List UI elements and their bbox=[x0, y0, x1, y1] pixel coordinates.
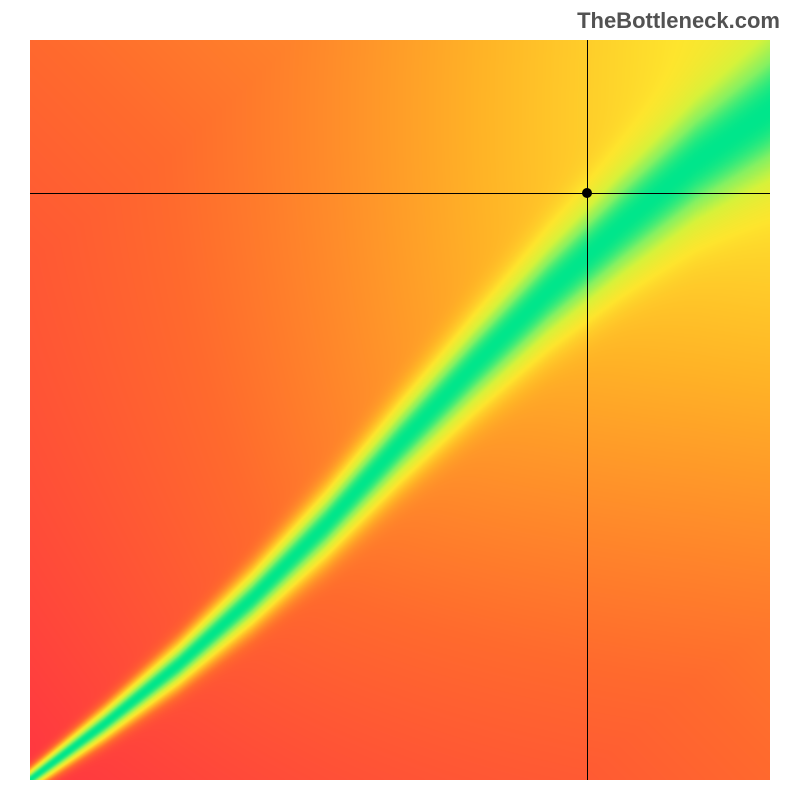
heatmap-chart bbox=[30, 40, 770, 780]
watermark-text: TheBottleneck.com bbox=[577, 8, 780, 34]
heatmap-canvas bbox=[30, 40, 770, 780]
crosshair-horizontal bbox=[30, 193, 770, 194]
crosshair-marker-dot bbox=[582, 188, 592, 198]
crosshair-vertical bbox=[587, 40, 588, 780]
